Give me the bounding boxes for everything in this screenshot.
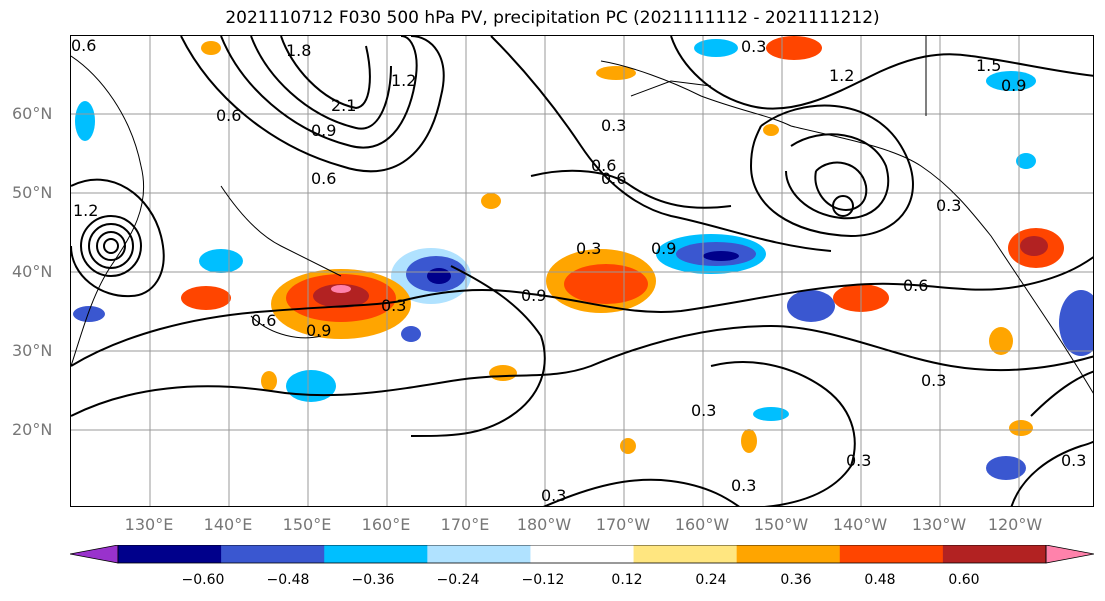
lat-label: 50°N [12, 183, 53, 202]
graticule [71, 36, 1093, 506]
contour-label: 0.6 [591, 156, 616, 175]
colorbar-extend-high [1045, 545, 1094, 564]
lon-label: 130°W [911, 515, 967, 534]
contour-label: 1.8 [286, 41, 311, 60]
colorbar-tick: 0.48 [864, 572, 896, 588]
lat-label: 20°N [12, 420, 53, 439]
contour-label: 0.9 [651, 239, 676, 258]
colorbar-segments [70, 545, 1094, 564]
contour-label: 0.9 [311, 121, 336, 140]
colorbar-segment [427, 545, 531, 563]
lon-label: 130°E [124, 515, 174, 534]
map-title: 2021110712 F030 500 hPa PV, precipitatio… [225, 8, 880, 28]
contour-label: 0.6 [71, 36, 96, 55]
contour-label: 0.9 [521, 286, 546, 305]
map-canvas: 0.3 1.2 1.5 0.9 0.3 0.6 0.9 0.6 0.3 0.6 … [71, 36, 1093, 506]
colorbar-segment [118, 545, 222, 563]
contour-label: 2.1 [331, 96, 356, 115]
contour-label: 1.2 [391, 71, 416, 90]
pv-contours [71, 36, 1093, 506]
lon-label: 160°W [674, 515, 730, 534]
contour-label: 0.3 [601, 116, 626, 135]
colorbar-segment [839, 545, 944, 563]
lon-label: 150°W [753, 515, 809, 534]
contour-label: 0.3 [541, 486, 566, 505]
contour-labels: 0.3 1.2 1.5 0.9 0.3 0.6 0.9 0.6 0.3 0.6 … [71, 36, 1086, 505]
contour-label: 0.3 [846, 451, 871, 470]
lon-label: 170°W [595, 515, 651, 534]
colorbar-segment [324, 545, 428, 563]
contour-label: 0.6 [601, 169, 626, 188]
colorbar-tick: −0.24 [436, 572, 480, 588]
lon-label: 160°E [361, 515, 411, 534]
colorbar-frame [117, 545, 1047, 564]
contour-label: 0.6 [216, 106, 241, 125]
colorbar-tick: 0.60 [948, 572, 980, 588]
contour-label: 0.6 [903, 276, 928, 295]
lon-label: 140°W [832, 515, 888, 534]
lat-label: 40°N [12, 262, 53, 281]
contour-label: 1.2 [73, 201, 98, 220]
positive-anomaly-areas [181, 36, 1064, 454]
lon-label: 170°E [440, 515, 490, 534]
colorbar-extend-low [70, 545, 119, 564]
contour-label: 0.6 [311, 169, 336, 188]
map-panel: 0.3 1.2 1.5 0.9 0.3 0.6 0.9 0.6 0.3 0.6 … [70, 35, 1094, 507]
colorbar-tick: −0.12 [521, 572, 565, 588]
colorbar-segment [530, 545, 635, 563]
contour-label: 0.3 [381, 296, 406, 315]
contour-label: 0.9 [306, 321, 331, 340]
lon-label: 140°E [203, 515, 253, 534]
contour-label: 0.6 [251, 311, 276, 330]
colorbar [70, 545, 1094, 564]
lat-label: 30°N [12, 341, 53, 360]
colorbar-segment [736, 545, 841, 563]
contour-label: 0.3 [921, 371, 946, 390]
coastlines [71, 36, 1093, 394]
contour-label: 0.3 [691, 401, 716, 420]
contour-label: 0.3 [741, 37, 766, 56]
contour-label: 0.3 [1061, 451, 1086, 470]
colorbar-tick: 0.24 [695, 572, 727, 588]
colorbar-tick: −0.48 [266, 572, 310, 588]
contour-label: 0.3 [576, 239, 601, 258]
lon-label: 150°E [282, 515, 332, 534]
colorbar-tick: −0.36 [351, 572, 395, 588]
colorbar-segment [942, 545, 1047, 563]
colorbar-segment [633, 545, 738, 563]
contour-label: 0.9 [1001, 76, 1026, 95]
negative-anomaly-areas [73, 39, 1093, 480]
colorbar-segment [221, 545, 325, 563]
lon-label: 180°W [516, 515, 572, 534]
colorbar-tick: 0.12 [611, 572, 643, 588]
contour-label: 0.3 [936, 196, 961, 215]
contour-label: 0.3 [731, 476, 756, 495]
colorbar-tick: 0.36 [780, 572, 812, 588]
lon-label: 120°W [987, 515, 1043, 534]
lat-label: 60°N [12, 104, 53, 123]
colorbar-tick: −0.60 [181, 572, 225, 588]
contour-label: 1.2 [829, 66, 854, 85]
contour-label: 1.5 [976, 56, 1001, 75]
